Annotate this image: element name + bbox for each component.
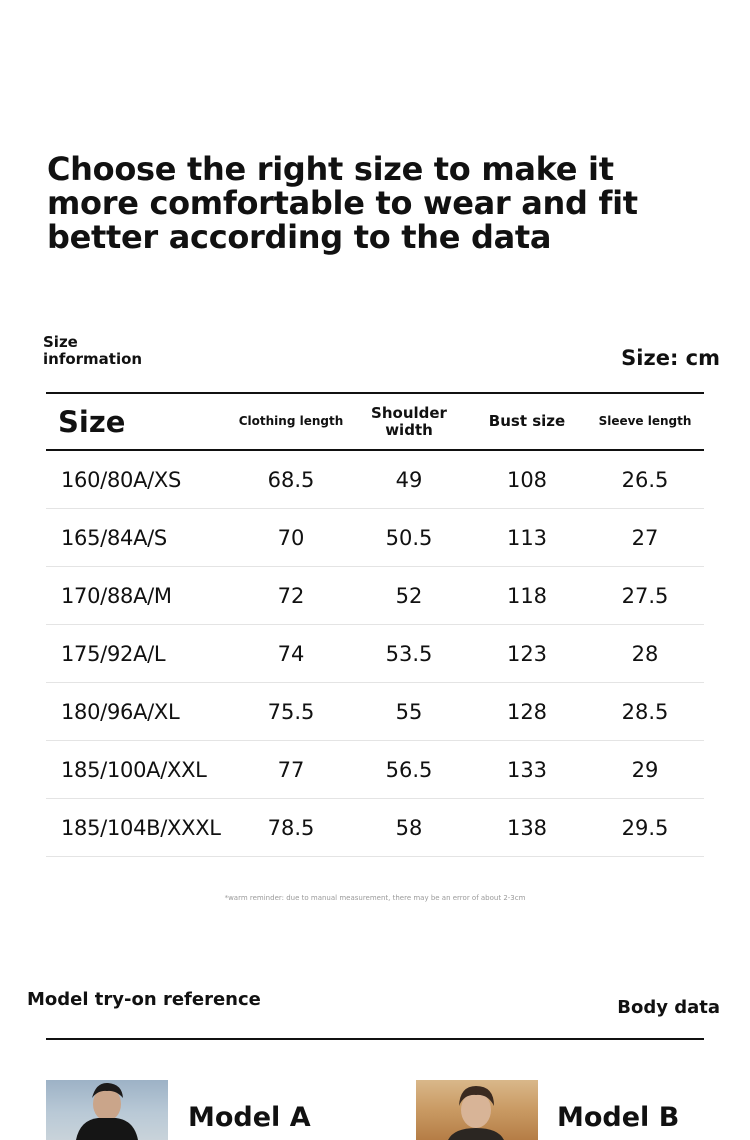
table-row: 185/104B/XXXL 78.5 58 138 29.5 xyxy=(46,799,704,857)
cell-size: 185/100A/XXL xyxy=(61,757,207,782)
cell-bust-size: 118 xyxy=(506,583,548,608)
cell-sleeve-length: 27 xyxy=(631,525,659,550)
cell-bust-size: 133 xyxy=(506,757,548,782)
table-row: 175/92A/L 74 53.5 123 28 xyxy=(46,625,704,683)
header-size: Size xyxy=(58,404,126,439)
header-bust-size: Bust size xyxy=(488,412,566,430)
cell-shoulder-width: 56.5 xyxy=(385,757,433,782)
header-sleeve-length: Sleeve length xyxy=(598,414,692,428)
cell-shoulder-width: 55 xyxy=(395,699,423,724)
cell-sleeve-length: 29 xyxy=(631,757,659,782)
body-data-label: Body data xyxy=(617,997,720,1018)
size-table: Size Clothing length Shoulder width Bust… xyxy=(46,392,704,857)
table-row: 170/88A/M 72 52 118 27.5 xyxy=(46,567,704,625)
cell-clothing-length: 70 xyxy=(277,525,305,550)
cell-sleeve-length: 27.5 xyxy=(621,583,669,608)
header-shoulder-width: Shoulder width xyxy=(371,403,447,439)
model-b-name: Model B xyxy=(557,1102,680,1133)
cell-clothing-length: 75.5 xyxy=(267,699,315,724)
model-a-figure xyxy=(76,1082,138,1140)
cell-clothing-length: 68.5 xyxy=(267,467,315,492)
cell-bust-size: 123 xyxy=(506,641,548,666)
cell-clothing-length: 74 xyxy=(277,641,305,666)
page-headline: Choose the right size to make it more co… xyxy=(47,150,638,256)
model-a-photo xyxy=(46,1080,168,1140)
table-row: 160/80A/XS 68.5 49 108 26.5 xyxy=(46,451,704,509)
table-header-row: Size Clothing length Shoulder width Bust… xyxy=(46,392,704,451)
table-row: 180/96A/XL 75.5 55 128 28.5 xyxy=(46,683,704,741)
cell-shoulder-width: 58 xyxy=(395,815,423,840)
table-row: 185/100A/XXL 77 56.5 133 29 xyxy=(46,741,704,799)
cell-size: 180/96A/XL xyxy=(61,699,180,724)
unit-label: Size: cm xyxy=(621,346,720,370)
cell-shoulder-width: 52 xyxy=(395,583,423,608)
model-b-figure xyxy=(448,1086,504,1140)
cell-size: 175/92A/L xyxy=(61,641,166,666)
cell-clothing-length: 78.5 xyxy=(267,815,315,840)
size-information-label: Size information xyxy=(43,333,143,368)
cell-size: 160/80A/XS xyxy=(61,467,182,492)
cell-sleeve-length: 28.5 xyxy=(621,699,669,724)
model-try-on-title: Model try-on reference xyxy=(27,989,261,1010)
model-section-divider xyxy=(46,1038,704,1040)
cell-bust-size: 128 xyxy=(506,699,548,724)
cell-size: 165/84A/S xyxy=(61,525,167,550)
table-row: 165/84A/S 70 50.5 113 27 xyxy=(46,509,704,567)
cell-shoulder-width: 50.5 xyxy=(385,525,433,550)
cell-sleeve-length: 26.5 xyxy=(621,467,669,492)
model-b-photo xyxy=(416,1080,538,1140)
cell-shoulder-width: 53.5 xyxy=(385,641,433,666)
cell-bust-size: 138 xyxy=(506,815,548,840)
cell-size: 170/88A/M xyxy=(61,583,172,608)
cell-bust-size: 113 xyxy=(506,525,548,550)
cell-shoulder-width: 49 xyxy=(395,467,423,492)
cell-sleeve-length: 29.5 xyxy=(621,815,669,840)
cell-sleeve-length: 28 xyxy=(631,641,659,666)
cell-bust-size: 108 xyxy=(506,467,548,492)
cell-clothing-length: 72 xyxy=(277,583,305,608)
measurement-reminder: *warm reminder: due to manual measuremen… xyxy=(224,894,526,902)
header-clothing-length: Clothing length xyxy=(238,414,344,428)
cell-clothing-length: 77 xyxy=(277,757,305,782)
model-a-name: Model A xyxy=(188,1102,311,1133)
cell-size: 185/104B/XXXL xyxy=(61,815,221,840)
